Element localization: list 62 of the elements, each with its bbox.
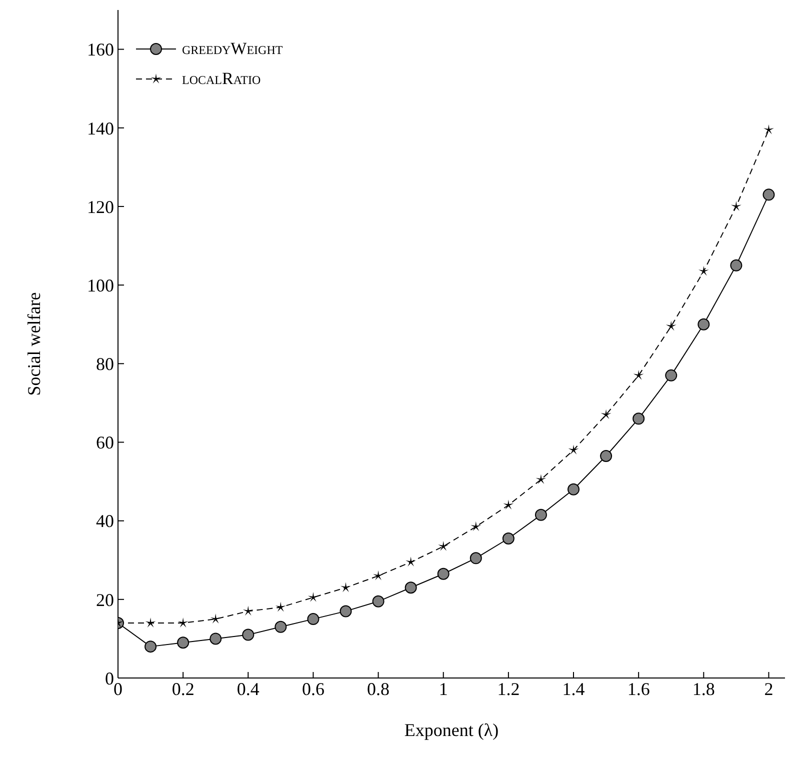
point bbox=[632, 412, 645, 425]
point bbox=[600, 450, 612, 462]
y-tick-label: 80 bbox=[96, 354, 114, 374]
point bbox=[145, 617, 156, 628]
point bbox=[762, 188, 775, 201]
y-tick-label: 20 bbox=[96, 590, 114, 610]
x-tick-label: 1.8 bbox=[692, 678, 715, 699]
point bbox=[275, 602, 286, 612]
point bbox=[307, 613, 320, 626]
point bbox=[730, 259, 742, 272]
point bbox=[470, 552, 482, 564]
x-tick-label: 0.8 bbox=[367, 678, 390, 699]
point bbox=[470, 521, 482, 532]
x-tick-label: 0.2 bbox=[172, 678, 194, 699]
legend-label: greedyWeight bbox=[182, 39, 283, 59]
point bbox=[764, 124, 774, 134]
point bbox=[404, 582, 417, 594]
point bbox=[308, 592, 318, 602]
point bbox=[210, 632, 222, 645]
point bbox=[178, 617, 188, 628]
legend-label: localRatio bbox=[182, 69, 261, 89]
point bbox=[665, 369, 678, 382]
point bbox=[373, 570, 384, 580]
point bbox=[242, 606, 254, 616]
point bbox=[274, 620, 287, 633]
point bbox=[144, 640, 157, 653]
point bbox=[437, 568, 450, 580]
point bbox=[242, 628, 254, 641]
x-tick-label: 1.2 bbox=[497, 678, 520, 699]
y-tick-label: 100 bbox=[87, 275, 114, 296]
y-tick-label: 40 bbox=[96, 511, 114, 532]
point bbox=[568, 444, 579, 455]
y-tick-label: 140 bbox=[87, 118, 114, 138]
point bbox=[698, 266, 709, 276]
x-tick-label: 1.4 bbox=[562, 678, 585, 699]
x-tick-label: 0.4 bbox=[236, 678, 260, 699]
point bbox=[502, 532, 514, 545]
point bbox=[730, 200, 742, 211]
x-tick-label: 0.6 bbox=[302, 678, 324, 699]
point bbox=[503, 500, 514, 510]
y-tick-label: 60 bbox=[96, 432, 114, 453]
y-tick-label: 120 bbox=[87, 196, 114, 217]
y-tick-label: 160 bbox=[87, 40, 114, 60]
point bbox=[534, 508, 547, 521]
point bbox=[210, 614, 221, 624]
point bbox=[340, 582, 351, 592]
point bbox=[568, 483, 580, 496]
point bbox=[438, 540, 449, 551]
point bbox=[633, 370, 644, 380]
y-axis-title: Social welfare bbox=[24, 292, 44, 396]
x-axis-title: Exponent (λ) bbox=[404, 720, 499, 740]
point bbox=[600, 409, 612, 420]
point bbox=[698, 318, 710, 330]
point bbox=[406, 556, 416, 567]
point bbox=[177, 636, 190, 649]
point bbox=[666, 320, 676, 331]
point bbox=[340, 605, 352, 618]
x-tick-label: 1.6 bbox=[627, 678, 650, 699]
x-tick-label: 1 bbox=[438, 678, 448, 699]
x-tick-label: 2 bbox=[764, 678, 774, 699]
point bbox=[536, 474, 546, 484]
point bbox=[372, 595, 384, 608]
